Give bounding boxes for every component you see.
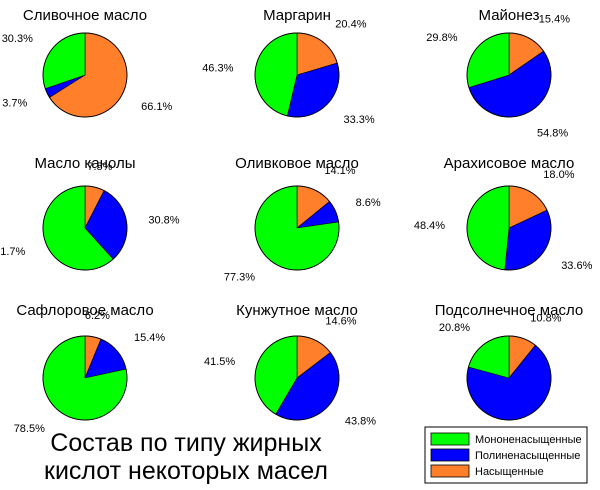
pie-4-label-saturated: 7.5%	[87, 161, 112, 173]
pie-3-title: Майонез	[479, 7, 540, 24]
pie-3: Майонез 15.4% 54.8% 29.8%	[426, 7, 570, 140]
pie-4-label-polyunsaturated: 30.8%	[148, 215, 179, 227]
pie-6-label-monounsaturated: 48.4%	[414, 220, 445, 232]
legend-label-saturated: Насыщенные	[475, 466, 544, 478]
pie-5-label-monounsaturated: 77.3%	[224, 271, 255, 283]
pie-2-outline	[254, 32, 340, 118]
pie-5-label-polyunsaturated: 8.6%	[356, 197, 381, 209]
pie-3-outline	[466, 32, 552, 118]
pie-6-label-polyunsaturated: 33.6%	[561, 260, 592, 272]
pie-6-title: Арахисовое масло	[444, 155, 575, 172]
legend-swatch-monounsaturated	[430, 432, 470, 446]
pie-6-outline	[466, 185, 552, 271]
pie-7-label-polyunsaturated: 15.4%	[134, 332, 165, 344]
pie-7-title: Сафлоровое масло	[16, 302, 153, 319]
pie-1-label-saturated: 66.1%	[141, 101, 172, 113]
pie-7-label-saturated: 6.2%	[85, 310, 110, 322]
pie-1-outline	[42, 32, 128, 118]
legend: Мононенасыщенные Полиненасыщенные Насыще…	[424, 426, 588, 484]
pie-6-slice-monounsaturated	[466, 185, 510, 271]
pie-3-label-polyunsaturated: 54.8%	[537, 128, 568, 140]
pie-5-label-saturated: 14.1%	[324, 165, 355, 177]
pie-2-label-saturated: 20.4%	[335, 19, 366, 31]
pie-1: Сливочное масло 66.1% 3.7% 30.3%	[2, 7, 173, 118]
pie-6-label-saturated: 18.0%	[543, 169, 574, 181]
pie-9-label-monounsaturated: 20.8%	[439, 322, 470, 334]
pie-4-title: Масло канолы	[34, 155, 135, 172]
pie-3-label-monounsaturated: 29.8%	[426, 32, 457, 44]
pie-8-label-polyunsaturated: 43.8%	[345, 415, 376, 427]
pie-8-title: Кунжутное масло	[236, 302, 358, 319]
pie-1-label-monounsaturated: 30.3%	[2, 33, 33, 45]
pie-1-label-polyunsaturated: 3.7%	[2, 98, 27, 110]
pie-5-title: Оливковое масло	[235, 155, 359, 172]
legend-label-monounsaturated: Мононенасыщенные	[475, 434, 582, 446]
pie-4-outline	[42, 185, 128, 271]
pie-9-label-saturated: 10.8%	[530, 313, 561, 325]
pie-5-outline	[254, 185, 340, 271]
pie-4-label-monounsaturated: 61.7%	[0, 246, 26, 258]
legend-label-polyunsaturated: Полиненасыщенные	[475, 450, 580, 462]
pie-8-label-saturated: 14.6%	[325, 316, 356, 328]
pie-1-title: Сливочное масло	[23, 7, 147, 24]
pie-8-outline	[254, 335, 340, 421]
pie-2: Маргарин 20.4% 33.3% 46.3%	[202, 7, 375, 126]
chart-title-line-1: Состав по типу жирных	[50, 429, 322, 457]
pie-7-outline	[42, 335, 128, 421]
pie-3-label-saturated: 15.4%	[539, 13, 570, 25]
pies-layer: Сливочное масло 66.1% 3.7% 30.3% Маргарин 20.…	[0, 7, 593, 446]
legend-swatch-polyunsaturated	[430, 448, 470, 462]
pie-9-outline	[466, 335, 552, 421]
pie-2-label-monounsaturated: 46.3%	[202, 63, 233, 75]
pie-2-label-polyunsaturated: 33.3%	[344, 114, 375, 126]
chart-title-line-2: кислот некоторых масел	[44, 457, 328, 485]
pie-2-title: Маргарин	[263, 7, 331, 24]
pie-9-title: Подсолнечное масло	[435, 302, 583, 319]
pie-8-label-monounsaturated: 41.5%	[204, 356, 235, 368]
legend-swatch-saturated	[430, 464, 470, 478]
pie-7-label-monounsaturated: 78.5%	[14, 423, 45, 435]
